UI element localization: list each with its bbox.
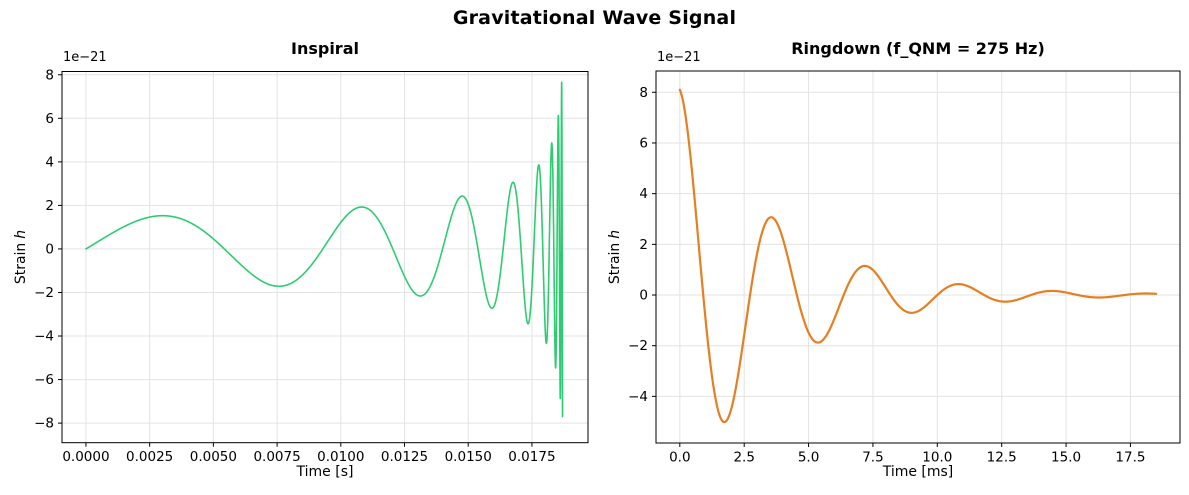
y-tick-label: 4	[639, 186, 648, 202]
inspiral-yaxis-offset-text: 1e−21	[63, 50, 107, 65]
x-tick-label: 0.0175	[508, 449, 555, 465]
y-tick-label: −4	[34, 329, 54, 345]
x-tick-label: 5.0	[798, 450, 819, 466]
y-tick-label: 6	[45, 111, 54, 127]
inspiral-xaxis-label: Time [s]	[296, 464, 354, 480]
ringdown-axes: 0.0 2.5 5.0 7.5 10.0 12.5 15.0 17.5 −4 −2 0 2 4 6 8	[628, 70, 1181, 466]
x-tick-label: 0.0150	[445, 449, 492, 465]
ringdown-yaxis-offset-text: 1e−21	[657, 50, 701, 65]
axes-spines	[655, 70, 1181, 444]
x-tick-label: 2.5	[733, 450, 754, 466]
ringdown-xaxis-label: Time [ms]	[882, 464, 954, 480]
y-tick-label: 4	[45, 154, 54, 170]
grid-lines	[656, 71, 1180, 443]
x-tick-label: 0.0	[669, 450, 690, 466]
y-tick-label: 6	[639, 135, 648, 151]
ringdown-title: Ringdown (f_QNM = 275 Hz)	[791, 39, 1045, 58]
ylabel-symbol: h	[607, 229, 623, 239]
y-tick-label: 2	[45, 198, 54, 214]
inspiral-title: Inspiral	[291, 39, 359, 58]
x-tick-label: 12.5	[987, 450, 1017, 466]
x-tick-label: 0.0000	[62, 449, 109, 465]
x-tick-label: 7.5	[862, 450, 883, 466]
y-tick-label: −2	[34, 285, 54, 301]
y-tick-label: −6	[34, 372, 54, 388]
x-tick-label: 0.0075	[253, 449, 300, 465]
inspiral-signal-line	[85, 81, 564, 418]
ylabel-word: Strain	[607, 242, 623, 285]
y-tick-label: −4	[628, 389, 648, 405]
x-tick-label: 0.0025	[126, 449, 173, 465]
figure-title: Gravitational Wave Signal	[452, 7, 737, 29]
x-tick-label: 0.0125	[381, 449, 428, 465]
y-tick-label: −8	[34, 416, 54, 432]
y-tick-label: 2	[639, 237, 648, 253]
inspiral-axes: 0.0000 0.0025 0.0050 0.0075 0.0100 0.0125 0.01…	[34, 67, 589, 465]
x-tick-label: 17.5	[1115, 450, 1145, 466]
axes-spines	[61, 71, 589, 444]
inspiral-yaxis-label: Strain h	[13, 230, 29, 284]
x-tick-label: 0.0100	[317, 449, 364, 465]
axis-ticks: 0.0000 0.0025 0.0050 0.0075 0.0100 0.0125 0.01…	[34, 67, 555, 465]
y-tick-label: 8	[45, 67, 54, 83]
y-tick-label: 8	[639, 85, 648, 101]
x-tick-label: 0.0050	[190, 449, 237, 465]
x-tick-label: 10.0	[922, 450, 952, 466]
x-tick-label: 15.0	[1051, 450, 1081, 466]
grid-lines	[62, 71, 588, 443]
ylabel-word: Strain	[13, 242, 29, 285]
ringdown-signal-line	[678, 88, 1158, 424]
ringdown-yaxis-label: Strain h	[607, 230, 623, 284]
y-tick-label: −2	[628, 338, 648, 354]
y-tick-label: 0	[639, 288, 648, 304]
ylabel-symbol: h	[13, 229, 29, 239]
axis-ticks: 0.0 2.5 5.0 7.5 10.0 12.5 15.0 17.5 −4 −2 0 2 4 6 8	[628, 85, 1145, 466]
y-tick-label: 0	[45, 241, 54, 257]
